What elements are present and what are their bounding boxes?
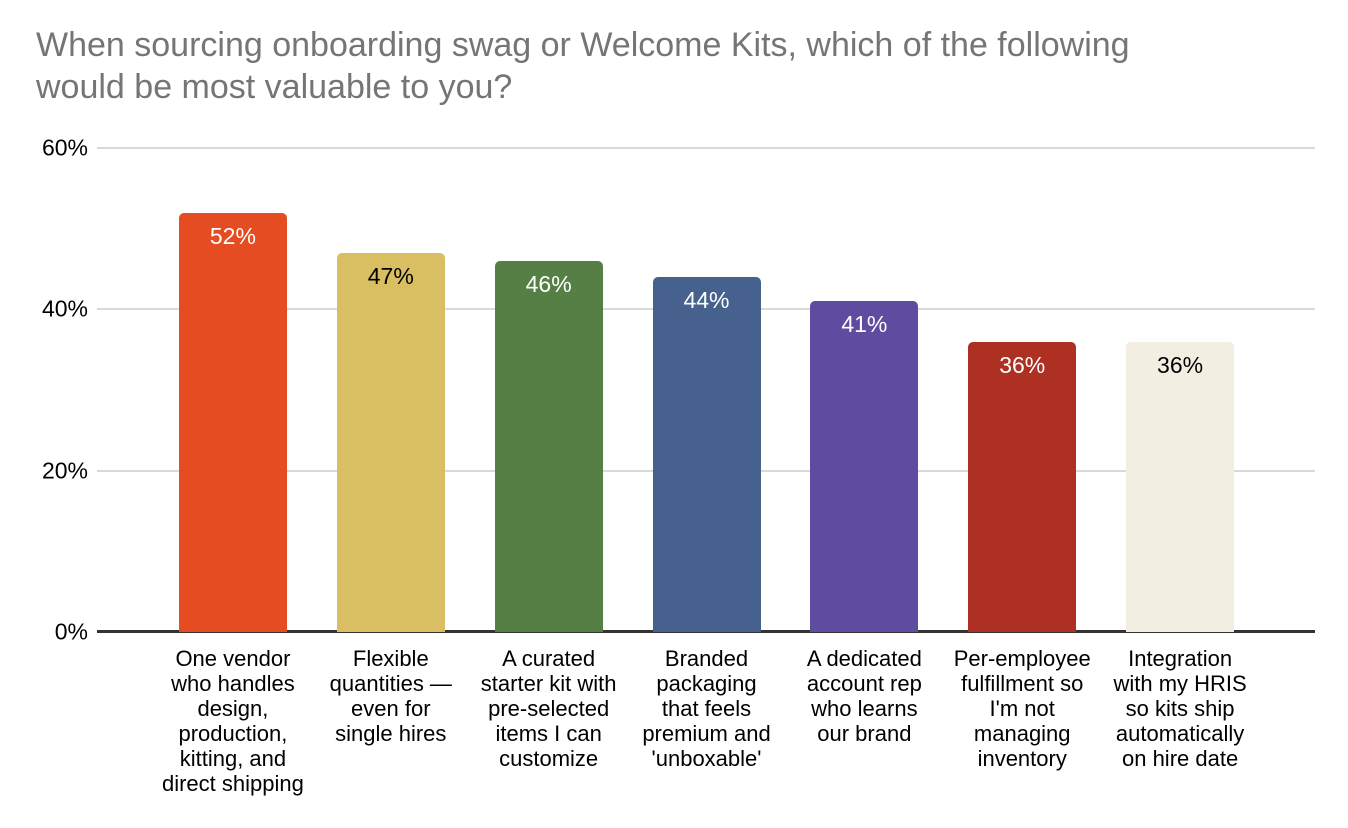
chart-title: When sourcing onboarding swag or Welcome…	[36, 26, 1130, 106]
bar-value-label: 47%	[367, 262, 414, 289]
bar-column: 41%	[785, 148, 943, 632]
gridline	[97, 147, 1315, 149]
category-label: Integration with my HRIS so kits ship au…	[1113, 646, 1247, 771]
category-label: One vendor who handles design, productio…	[161, 646, 304, 796]
y-tick-label: 20%	[41, 457, 88, 484]
category-label: Per-employee fulfillment so I'm not mana…	[953, 646, 1091, 771]
bar: 36%	[1126, 341, 1235, 632]
plot-area: 52% 47% 46% 44% 41% 36% 36%	[97, 147, 1315, 633]
bar-column: 36%	[1101, 148, 1259, 632]
bar: 44%	[652, 277, 761, 632]
bar: 52%	[178, 212, 287, 632]
bar: 46%	[494, 260, 603, 632]
bar-value-label: 36%	[999, 351, 1046, 378]
bar-value-label: 44%	[683, 287, 730, 314]
bar-column: 44%	[628, 148, 786, 632]
category-label: Branded packaging that feels premium and…	[642, 646, 771, 771]
bar-columns: 52% 47% 46% 44% 41% 36% 36%	[154, 148, 1259, 632]
category-label: A curated starter kit with pre-selected …	[480, 646, 617, 771]
bar-value-label: 52%	[209, 222, 256, 249]
bar-column: 46%	[470, 148, 628, 632]
category-label-row: One vendor who handles design, productio…	[154, 646, 1259, 796]
y-tick-label: 0%	[54, 618, 88, 645]
y-tick-label: 40%	[41, 295, 88, 322]
category-label: Flexible quantities — even for single hi…	[329, 646, 452, 746]
bar-value-label: 46%	[525, 270, 572, 297]
bar-value-label: 36%	[1157, 351, 1204, 378]
y-tick-label: 60%	[41, 134, 88, 161]
bar-column: 52%	[154, 148, 312, 632]
bar-value-label: 41%	[841, 311, 888, 338]
bar-column: 36%	[943, 148, 1101, 632]
category-label: A dedicated account rep who learns our b…	[806, 646, 922, 746]
bar-column: 47%	[312, 148, 470, 632]
y-axis: 0% 20% 40% 60%	[0, 135, 88, 645]
bar: 41%	[810, 301, 919, 632]
bar: 47%	[336, 252, 445, 632]
bar: 36%	[968, 341, 1077, 632]
